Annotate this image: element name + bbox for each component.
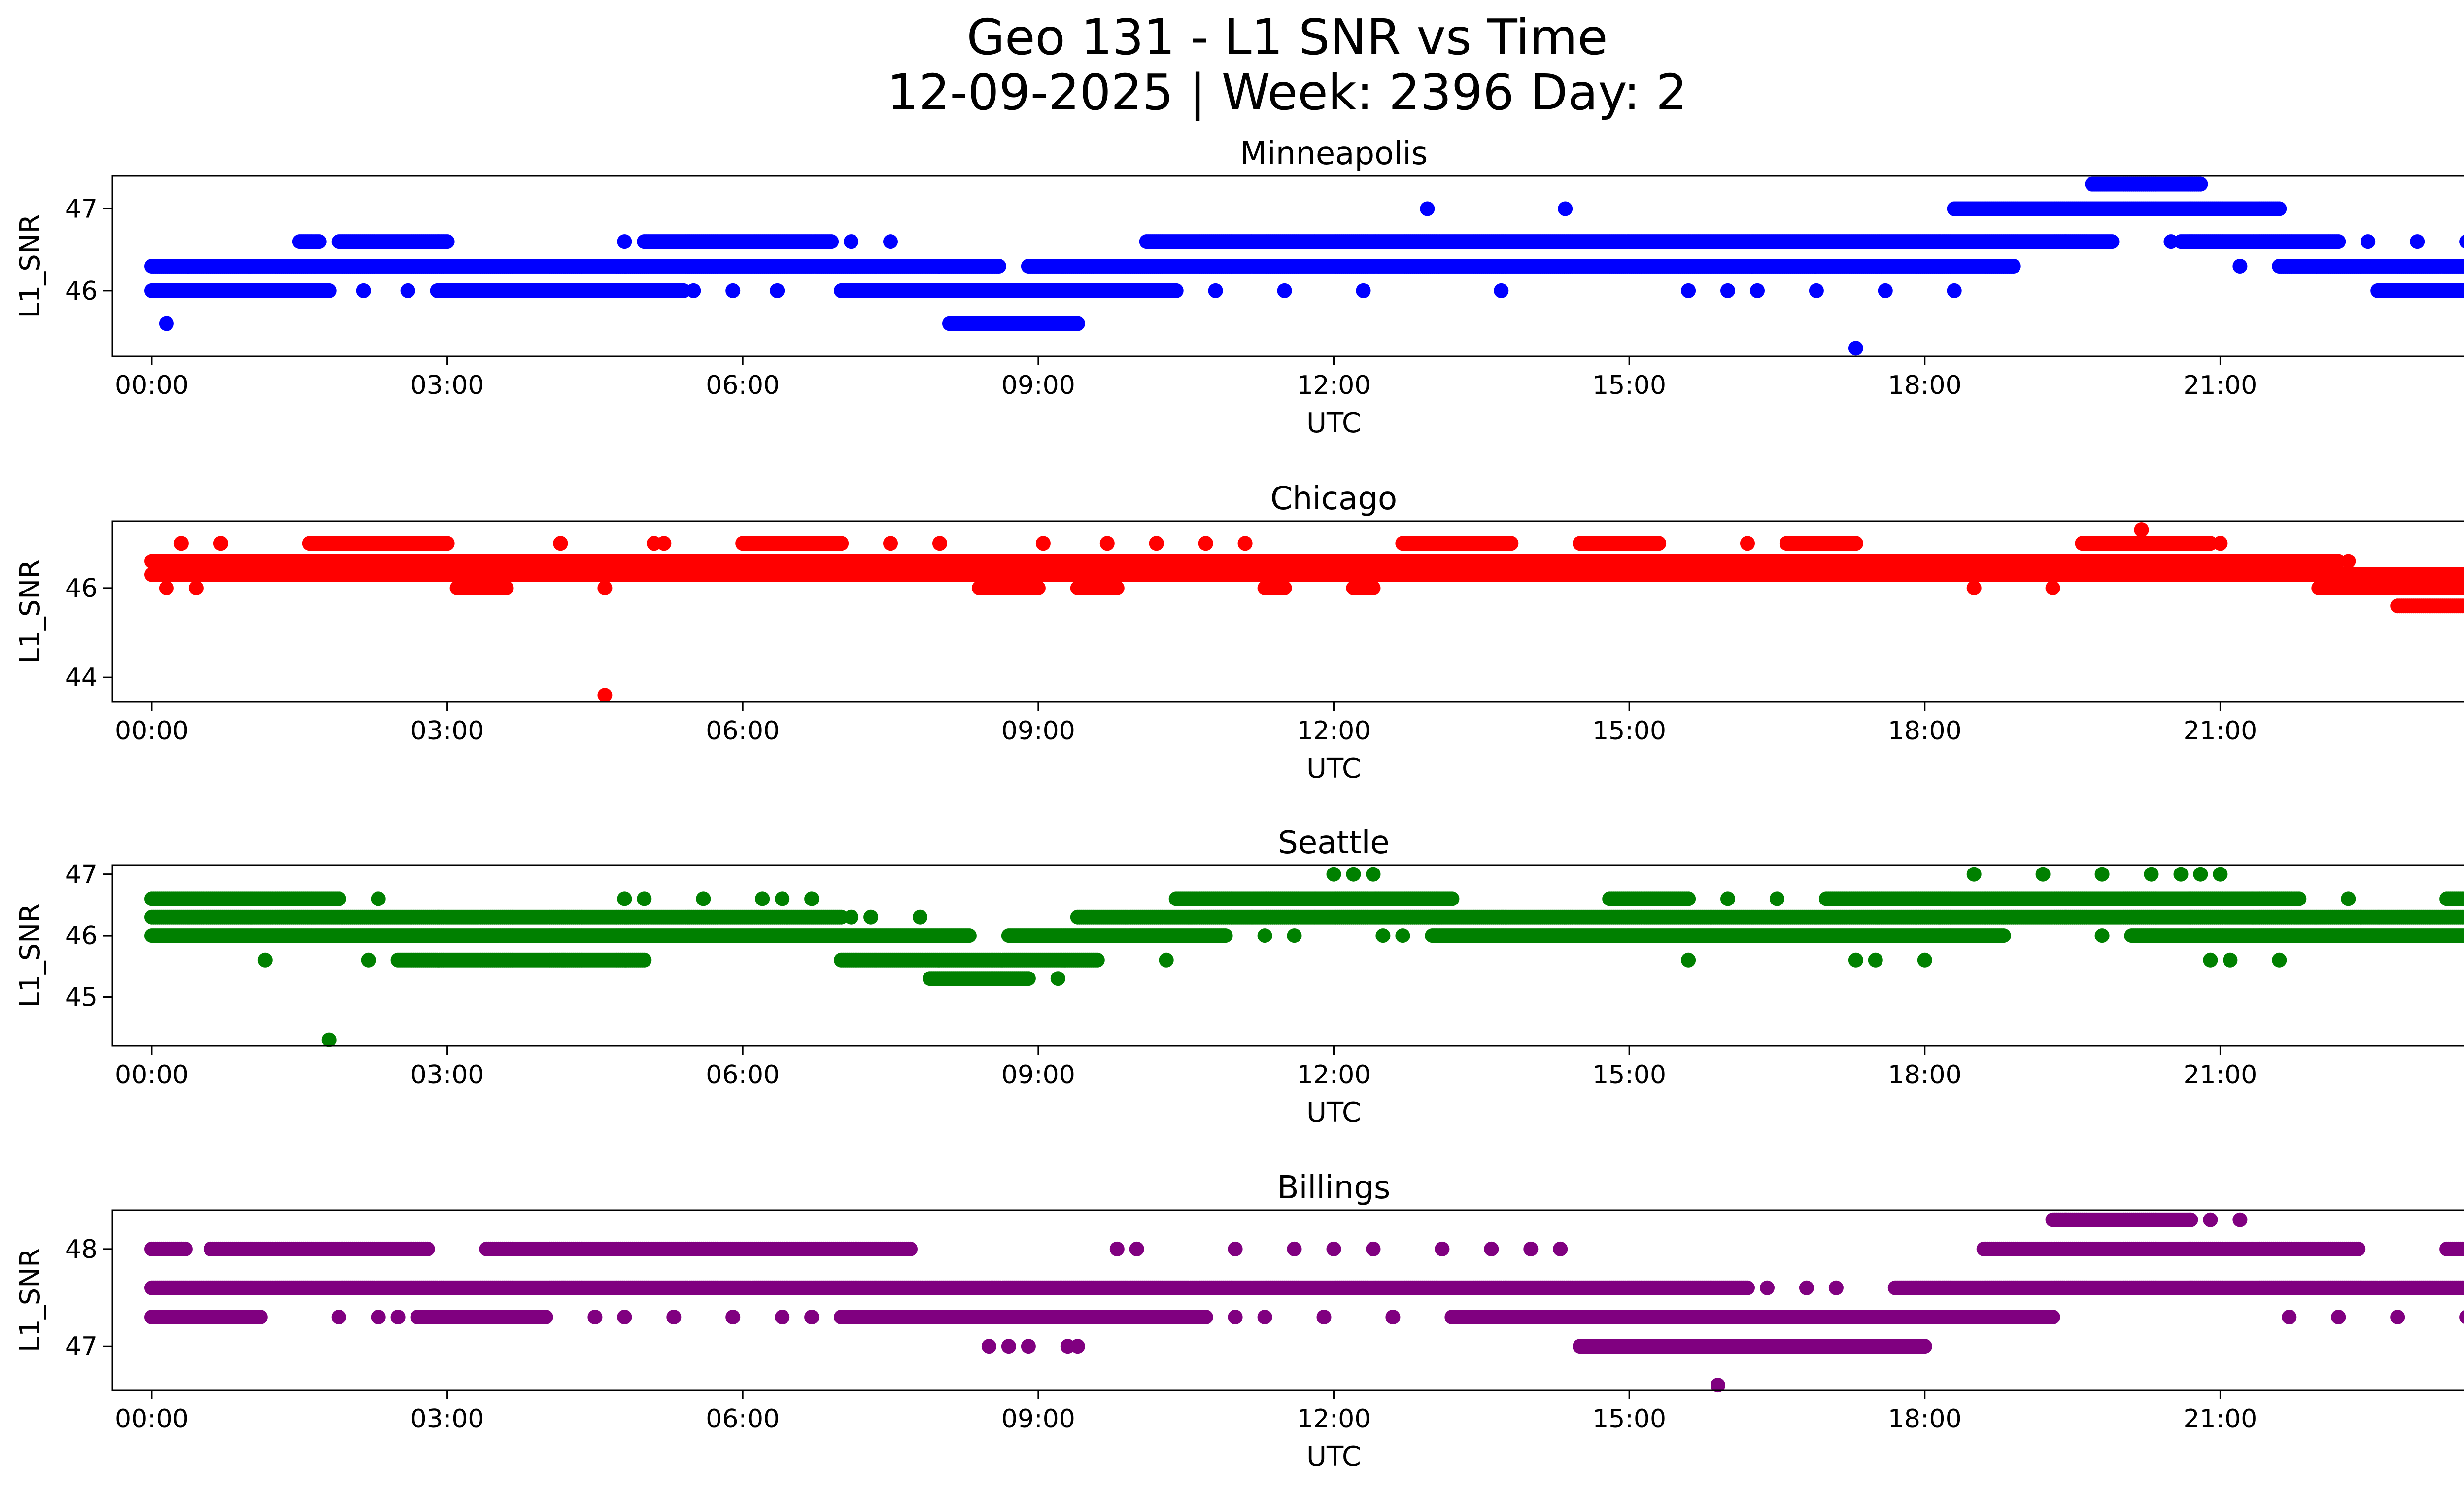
data-point [1494,283,1509,298]
data-point [440,234,455,249]
data-point [824,234,839,249]
scatter-points [144,176,2464,356]
data-point [770,283,785,298]
data-point [834,536,849,551]
data-point [1558,201,1573,216]
data-point [1070,316,1085,331]
data-point [440,536,455,551]
data-point [991,259,1006,274]
x-tick-label: 09:00 [1001,371,1075,400]
subplot-minneapolis: Minneapolis 00:00 03:00 06:00 09:00 12:00 15:0… [14,136,2464,439]
data-point [844,234,859,249]
data-point [1208,283,1223,298]
data-point [883,234,898,249]
subplots: Minneapolis 00:00 03:00 06:00 09:00 12:00 15:0… [14,136,2464,1473]
figure-title-line1: Geo 131 - L1 SNR vs Time [967,8,1608,66]
data-point [356,283,371,298]
x-tick-label: 00:00 [115,371,189,400]
x-tick-label: 12:00 [1297,371,1371,400]
x-tick-label: 06:00 [706,371,780,400]
data-point [1720,283,1735,298]
data-point [686,283,701,298]
data-point [1168,283,1184,298]
data-point [400,283,415,298]
x-tick-label: 15:00 [1592,371,1666,400]
data-point [2232,259,2248,274]
y-tick-label: 47 [65,195,98,224]
data-point [1356,283,1371,298]
data-point [725,283,741,298]
data-point [1750,283,1765,298]
x-tick-label: 03:00 [411,371,484,400]
data-point [2163,234,2179,249]
figure-title-line2: 12-09-2025 | Week: 2396 Day: 2 [887,64,1687,121]
x-axis-label: UTC [1306,407,1361,439]
data-point [311,234,327,249]
data-point [2193,176,2208,192]
data-point [2006,259,2021,274]
scatter-points [144,522,2464,703]
data-point [1681,283,1696,298]
data-point [159,316,174,331]
y-axis-label: L1_SNR [14,214,46,318]
data-point [2410,234,2425,249]
y-tick-label: 46 [65,277,98,306]
data-point [1420,201,1435,216]
subplot-title: Minneapolis [1240,136,1428,172]
data-point [1878,283,1893,298]
data-point [321,283,337,298]
data-point [617,234,632,249]
data-point [2331,234,2346,249]
data-point [1809,283,1824,298]
data-point [1848,341,1863,356]
data-point [1947,283,1962,298]
subplot-title: Chicago [1270,481,1397,517]
data-point [2272,201,2287,216]
data-point [2361,234,2376,249]
data-point [282,283,297,298]
data-point [2104,234,2120,249]
data-point [1277,283,1292,298]
x-tick-label: 18:00 [1888,371,1962,400]
x-tick-label: 21:00 [2183,371,2257,400]
